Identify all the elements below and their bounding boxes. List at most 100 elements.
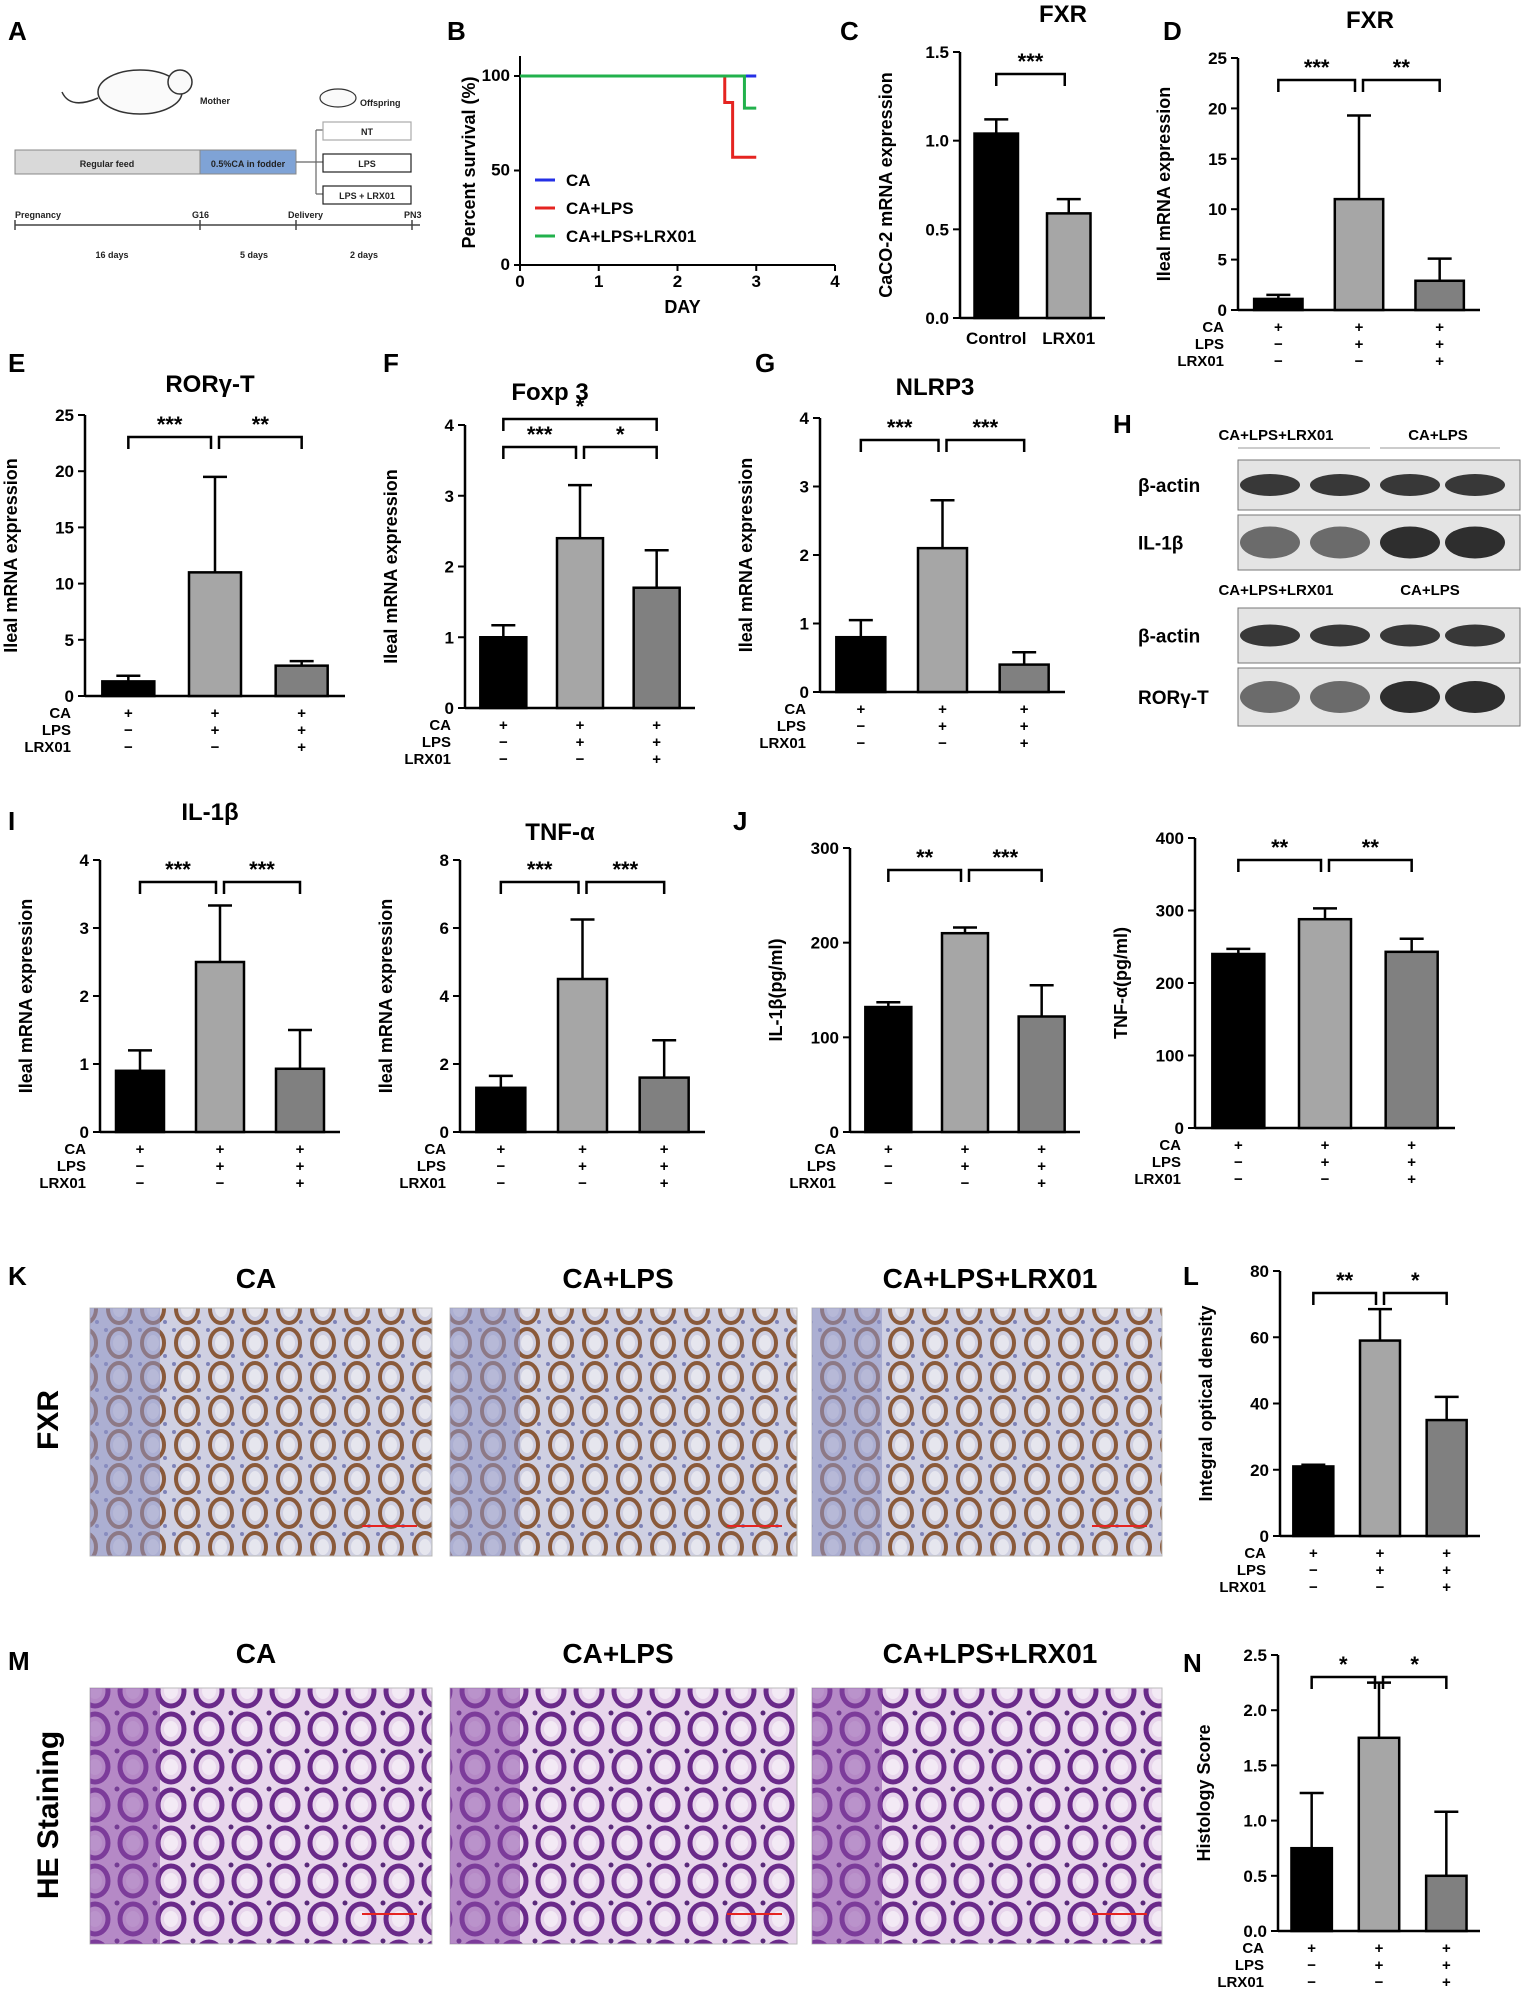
y-tick-label: 0.5 <box>1243 1867 1267 1886</box>
treatment-sign: + <box>1274 319 1283 336</box>
bar <box>1414 279 1466 312</box>
column-label: CA+LPS+LRX01 <box>883 1638 1098 1669</box>
treatment-sign: + <box>1355 336 1364 353</box>
mouse-offspring-icon <box>319 88 357 108</box>
ca-feed-label: 0.5%CA in fodder <box>211 159 286 169</box>
treatment-sign: + <box>1407 1137 1416 1154</box>
treatment-sign: − <box>496 1175 505 1192</box>
chart-C: C FXR 0.0 0.5 1.0 1.5 CaCO-2 mRNA expression Co… <box>840 1 1105 348</box>
y-tick-label: 1.0 <box>925 132 949 151</box>
treatment-label: CA <box>64 1141 86 1158</box>
panel-letter-D: D <box>1163 16 1182 46</box>
blot-group-label: CA+LPS+LRX01 <box>1218 427 1333 444</box>
y-tick-label: 400 <box>1156 829 1184 848</box>
panel-letter-K: K <box>8 1261 27 1291</box>
treatment-sign: + <box>1321 1137 1330 1154</box>
significance-label: * <box>1411 1268 1420 1293</box>
treatment-sign: + <box>652 734 661 751</box>
treatment-label: CA <box>1244 1545 1266 1562</box>
column-label: CA <box>236 1638 276 1669</box>
micrograph-edge <box>90 1308 160 1556</box>
treatment-sign: + <box>660 1158 669 1175</box>
significance-bracket <box>1381 1675 1448 1689</box>
series-line <box>520 74 757 110</box>
treatment-label: LRX01 <box>789 1175 836 1192</box>
significance-bracket <box>1382 1291 1448 1305</box>
treatment-sign: − <box>576 751 585 768</box>
bar <box>1425 1418 1468 1538</box>
y-axis-label: Histology Score <box>1194 1724 1214 1861</box>
blot-band <box>1240 526 1300 559</box>
y-tick-label: 3 <box>800 478 809 497</box>
y-tick-label: 20 <box>55 462 74 481</box>
blot-band <box>1240 474 1300 496</box>
significance-label: *** <box>612 857 638 882</box>
panel-letter-J1: J <box>733 806 747 836</box>
legend-entry: CA+LPS <box>566 199 634 218</box>
mouse-head-icon <box>167 69 193 95</box>
treatment-sign: + <box>1442 1545 1451 1562</box>
treatment-label: CA <box>1202 319 1224 336</box>
treatment-sign: + <box>211 722 220 739</box>
significance-bracket <box>995 72 1066 86</box>
panel-K: K CA CA+LPS CA+LPS+LRX01 FXR <box>8 1261 1163 1557</box>
significance-bracket <box>1327 858 1413 872</box>
y-axis-label: TNF-α(pg/ml) <box>1111 927 1131 1039</box>
bar <box>638 1076 690 1134</box>
treatment-sign: − <box>1375 1974 1384 1991</box>
legend-entry: CA <box>566 171 591 190</box>
bar <box>1252 297 1304 312</box>
treatment-sign: + <box>1020 718 1029 735</box>
treatment-sign: − <box>1307 1957 1316 1974</box>
blot-group-label: CA+LPS <box>1400 582 1460 599</box>
y-tick-label: 100 <box>482 66 510 85</box>
treatment-sign: + <box>1407 1154 1416 1171</box>
treatment-sign: + <box>1442 1957 1451 1974</box>
chart-title: TNF-α <box>525 819 595 846</box>
treatment-sign: + <box>938 718 947 735</box>
bar <box>973 132 1020 320</box>
bar <box>864 1005 913 1134</box>
y-axis-label: CaCO-2 mRNA expression <box>876 72 896 297</box>
chart-title: FXR <box>1346 7 1394 34</box>
column-label: CA+LPS <box>562 1263 673 1294</box>
y-tick-label: 0 <box>800 683 809 702</box>
legend-entry: CA+LPS+LRX01 <box>566 227 696 246</box>
treatment-sign: + <box>1037 1175 1046 1192</box>
treatment-sign: + <box>1375 1940 1384 1957</box>
y-axis-label: Ileal mRNA expression <box>16 899 36 1093</box>
group-box <box>322 121 412 141</box>
significance-label: * <box>616 422 625 447</box>
significance-label: *** <box>249 857 275 882</box>
significance-bracket <box>582 445 658 459</box>
treatment-sign: + <box>1321 1154 1330 1171</box>
treatment-label: LRX01 <box>1219 1579 1266 1596</box>
treatment-sign: − <box>499 751 508 768</box>
y-tick-label: 4 <box>445 416 455 435</box>
blot-band <box>1445 624 1505 647</box>
significance-bracket <box>502 417 658 431</box>
treatment-sign: + <box>576 717 585 734</box>
y-axis-label: IL-1β(pg/ml) <box>766 939 786 1042</box>
treatment-sign: + <box>961 1158 970 1175</box>
treatment-label: LPS <box>1237 1562 1266 1579</box>
blot-band-label: β-actin <box>1138 476 1200 497</box>
treatment-sign: + <box>1020 701 1029 718</box>
treatment-sign: + <box>1376 1545 1385 1562</box>
panel-letter-M: M <box>8 1646 30 1676</box>
y-axis-label: Ileal mRNA expression <box>736 458 756 652</box>
duration-label: 2 days <box>350 250 378 260</box>
y-axis-label: Ileal mRNA expression <box>381 469 401 663</box>
blot-band <box>1445 474 1505 496</box>
treatment-label: LPS <box>1195 336 1224 353</box>
blot-band <box>1380 624 1440 647</box>
treatment-label: LPS <box>1152 1154 1181 1171</box>
treatment-sign: + <box>1435 336 1444 353</box>
y-tick-label: 25 <box>1208 49 1227 68</box>
bar <box>274 664 329 698</box>
significance-bracket <box>502 445 578 459</box>
treatment-sign: + <box>578 1158 587 1175</box>
y-tick-label: 1.5 <box>925 43 949 62</box>
